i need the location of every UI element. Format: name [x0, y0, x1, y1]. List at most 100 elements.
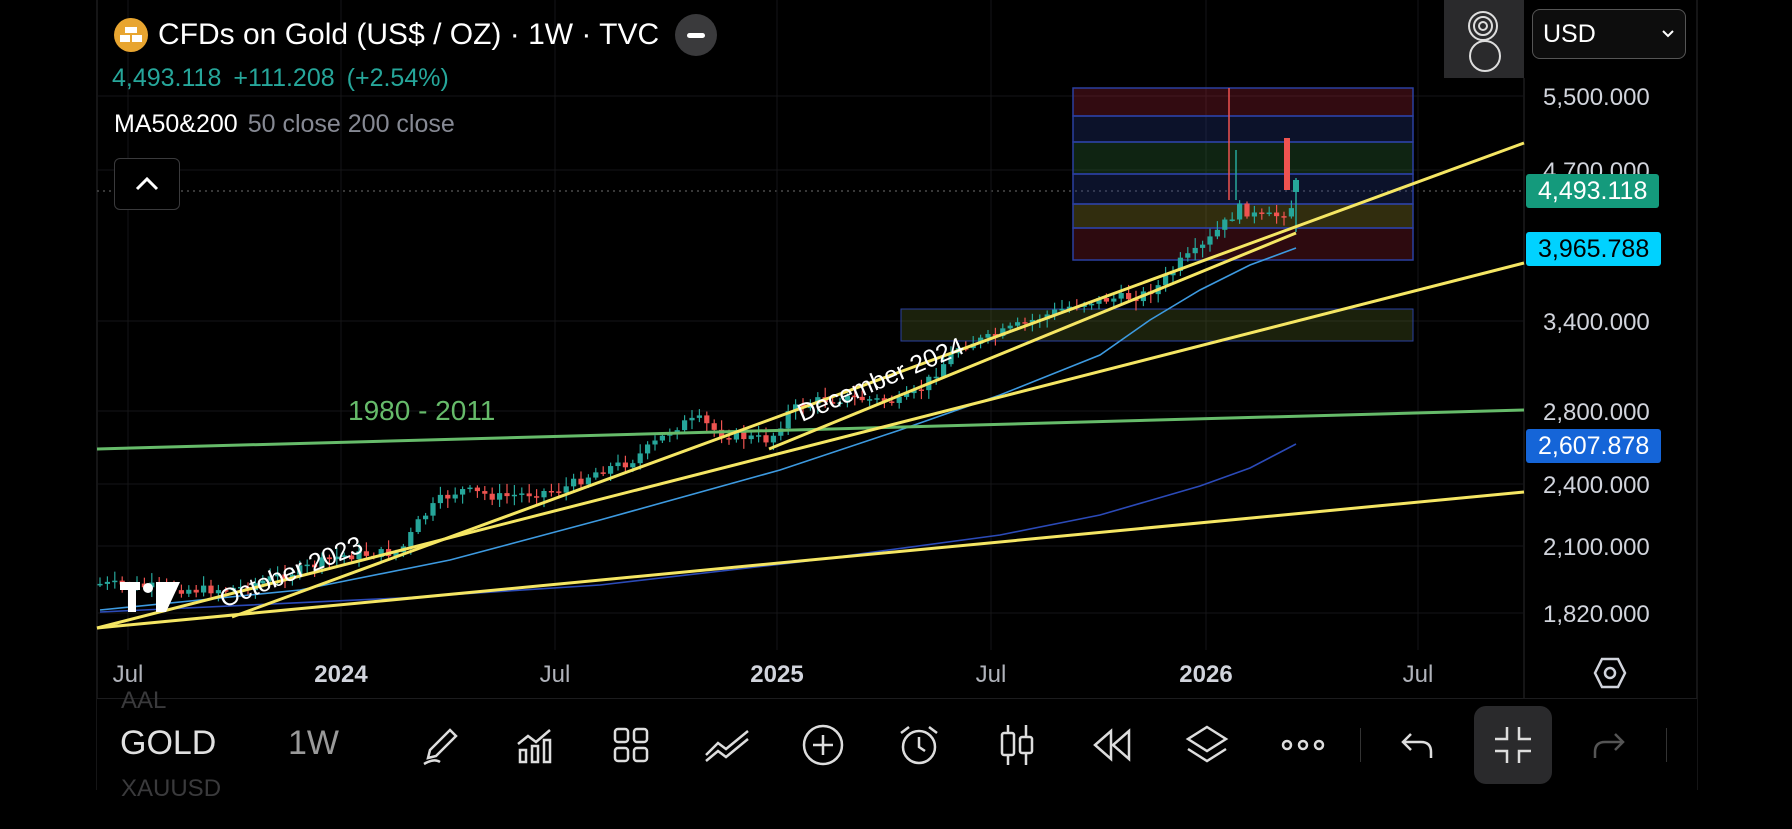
candle-up	[186, 589, 192, 594]
replay-icon[interactable]	[1089, 722, 1135, 768]
candle-up	[230, 587, 236, 591]
candle-up	[593, 472, 599, 478]
candle-up	[430, 503, 436, 516]
candle-up	[756, 435, 762, 437]
toggle-legend-button[interactable]	[114, 158, 180, 210]
candle-down	[918, 389, 924, 391]
candle-up	[948, 353, 954, 365]
zone-band	[1072, 203, 1414, 229]
indicators-icon[interactable]	[512, 722, 558, 768]
candle-up	[608, 466, 614, 474]
collapse-icon[interactable]	[1490, 722, 1536, 768]
minus-icon	[687, 32, 706, 38]
candle-up	[1251, 212, 1257, 217]
candle-up	[911, 389, 917, 394]
add-icon[interactable]	[800, 722, 846, 768]
interval-button[interactable]: 1W	[288, 724, 339, 762]
candle-up	[1000, 328, 1006, 336]
candle-up	[778, 428, 784, 436]
price-tick-label: 5,500.000	[1543, 84, 1650, 111]
candle-down	[763, 435, 769, 443]
ma50-price-tag: 3,965.788	[1526, 232, 1662, 266]
candle-up	[334, 556, 340, 560]
indicator-name: MA50&200	[114, 110, 238, 138]
candle-up	[652, 440, 658, 445]
candle-up	[1214, 229, 1220, 237]
undo-icon[interactable]	[1394, 722, 1440, 768]
symbol-title[interactable]: CFDs on Gold (US$ / OZ) · 1W · TVC	[158, 18, 660, 51]
pencil-icon[interactable]	[418, 722, 464, 768]
indicator-params: 50 close 200 close	[247, 110, 455, 138]
zone-band	[1072, 115, 1414, 143]
indicator-legend[interactable]: MA50&200 50 close 200 close	[114, 110, 455, 139]
redo-icon[interactable]	[1586, 722, 1632, 768]
candle-down	[548, 491, 554, 493]
candle-down	[363, 551, 369, 556]
drawing-tools-icon[interactable]	[704, 722, 750, 768]
candle-type-icon[interactable]	[994, 722, 1040, 768]
candle-up	[1222, 219, 1228, 230]
candle-up	[615, 462, 621, 467]
layers-icon[interactable]	[1184, 722, 1230, 768]
candle-up	[112, 580, 118, 583]
candle-down	[622, 462, 628, 468]
candle-up	[238, 586, 244, 589]
alarm-icon[interactable]	[896, 722, 942, 768]
candle-up	[378, 549, 384, 558]
candle-down	[526, 493, 532, 497]
candle-down	[1284, 138, 1290, 190]
price-change-pct: (+2.54%)	[346, 64, 449, 92]
candle-up	[659, 435, 665, 441]
candle-up	[645, 444, 651, 454]
symbol-button[interactable]: GOLD	[120, 724, 217, 762]
candle-up	[1266, 212, 1272, 215]
candle-up	[215, 590, 221, 594]
candle-down	[1281, 216, 1287, 218]
price-tick-label: 1,820.000	[1543, 601, 1650, 628]
trendline-dec-2024	[768, 231, 1297, 451]
candle-up	[260, 580, 266, 584]
candle-down	[859, 396, 865, 401]
candle-down	[852, 395, 858, 398]
layouts-icon[interactable]	[608, 722, 654, 768]
candle-up	[275, 574, 281, 577]
candle-down	[1244, 203, 1250, 217]
candle-up	[837, 402, 843, 405]
candle-down	[282, 574, 288, 580]
candle-up	[585, 477, 591, 485]
candle-up	[497, 493, 503, 500]
currency-select[interactable]: USD	[1532, 9, 1686, 59]
chart-settings-icon[interactable]	[1593, 656, 1627, 695]
candle-up	[1163, 275, 1169, 286]
candle-up	[770, 435, 776, 443]
candle-up	[423, 515, 429, 520]
candle-down	[600, 472, 606, 474]
candle-up	[748, 435, 754, 440]
ma50-line	[99, 247, 1297, 611]
candle-down	[830, 402, 836, 404]
currency-value: USD	[1543, 19, 1596, 48]
candle-up	[1200, 244, 1206, 248]
candle-down	[504, 493, 510, 497]
candle-down	[881, 398, 887, 402]
trendline-long	[96, 261, 1525, 630]
time-tick-label: 2024	[314, 661, 368, 688]
candle-up	[1111, 298, 1117, 302]
candle-up	[393, 552, 399, 557]
candle-up	[689, 417, 695, 421]
candle-up	[637, 453, 643, 464]
candle-up	[267, 576, 273, 581]
zone-band	[1072, 87, 1414, 117]
candle-up	[437, 494, 443, 504]
candle-down	[489, 493, 495, 500]
candle-up	[904, 393, 910, 397]
collapse-header-button[interactable]	[675, 14, 718, 56]
candle-up	[1052, 309, 1058, 315]
drawing-thumbnail[interactable]	[1444, 0, 1524, 78]
candle-up	[408, 532, 414, 547]
candle-up	[304, 564, 310, 567]
candle-up	[1007, 325, 1013, 329]
candle-down	[711, 423, 717, 430]
more-icon[interactable]	[1280, 722, 1326, 768]
